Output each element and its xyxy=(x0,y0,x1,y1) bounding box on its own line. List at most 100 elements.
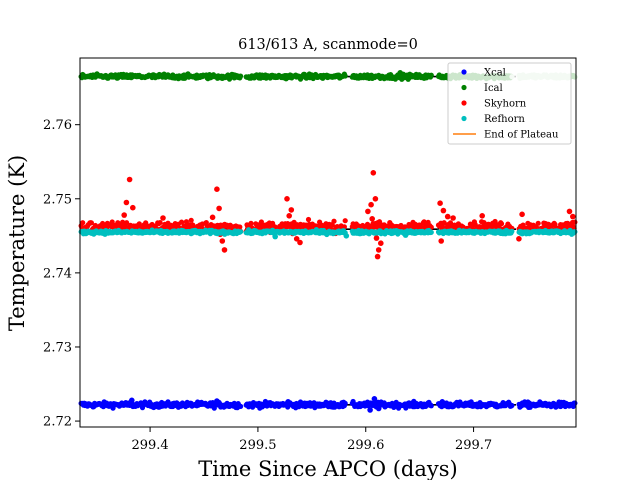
data-point-skyhorn xyxy=(248,220,254,226)
y-tick-label: 2.75 xyxy=(43,192,72,207)
data-point-skyhorn xyxy=(120,219,126,225)
data-point-skyhorn xyxy=(342,218,348,224)
legend-marker-ical xyxy=(461,84,467,91)
data-point-skyhorn xyxy=(450,215,456,221)
y-tick-label: 2.76 xyxy=(43,118,72,133)
data-point-skyhorn xyxy=(126,176,133,183)
data-point-ical xyxy=(397,70,404,76)
data-point-skyhorn xyxy=(123,199,130,206)
data-point-ical xyxy=(342,73,348,79)
data-point-skyhorn xyxy=(437,200,443,206)
legend-label: Ical xyxy=(484,83,503,94)
data-point-skyhorn xyxy=(369,216,376,222)
data-point-skyhorn xyxy=(519,211,525,218)
data-point-xcal xyxy=(367,407,373,413)
data-point-skyhorn xyxy=(440,207,447,214)
data-point-skyhorn xyxy=(370,170,377,176)
data-point-skyhorn xyxy=(219,238,226,244)
data-point-skyhorn xyxy=(376,219,383,225)
data-point-ical xyxy=(161,71,167,78)
data-point-skyhorn xyxy=(481,220,487,226)
data-point-skyhorn xyxy=(157,220,163,226)
data-point-skyhorn xyxy=(88,220,94,226)
data-point-xcal xyxy=(342,400,348,406)
y-tick-label: 2.73 xyxy=(43,340,72,355)
data-point-skyhorn xyxy=(284,196,290,202)
data-point-skyhorn xyxy=(373,235,380,241)
data-point-xcal xyxy=(238,403,244,409)
data-point-xcal xyxy=(371,396,378,402)
legend-marker-refhorn xyxy=(461,115,467,122)
data-point-skyhorn xyxy=(80,220,86,226)
y-tick-label: 2.72 xyxy=(43,415,72,430)
data-point-ical xyxy=(238,73,244,79)
x-tick-label: 299.5 xyxy=(239,438,276,453)
data-point-xcal xyxy=(214,398,220,404)
data-point-ical xyxy=(428,72,434,78)
data-point-skyhorn xyxy=(288,207,295,213)
data-point-skyhorn xyxy=(570,213,576,220)
data-point-skyhorn xyxy=(438,238,445,244)
legend-marker-xcal xyxy=(461,69,467,75)
data-point-skyhorn xyxy=(305,216,312,223)
data-point-skyhorn xyxy=(535,220,541,226)
data-point-skyhorn xyxy=(179,219,185,225)
data-point-refhorn xyxy=(428,229,434,235)
data-point-xcal xyxy=(285,399,291,405)
data-point-skyhorn xyxy=(209,214,216,221)
data-point-skyhorn xyxy=(216,205,222,212)
data-point-skyhorn xyxy=(378,240,384,246)
data-point-xcal xyxy=(428,403,434,409)
data-point-skyhorn xyxy=(365,208,371,215)
data-point-ical xyxy=(572,74,578,80)
data-point-ical xyxy=(303,75,310,81)
data-point-skyhorn xyxy=(237,224,243,230)
data-point-skyhorn xyxy=(516,236,522,242)
data-point-skyhorn xyxy=(121,212,127,218)
data-point-skyhorn xyxy=(286,213,293,219)
data-point-skyhorn xyxy=(441,220,447,226)
legend-label: Refhorn xyxy=(484,114,525,125)
data-point-skyhorn xyxy=(329,222,335,228)
data-point-skyhorn xyxy=(188,217,194,223)
legend: Xcal Ical Skyhorn Refhorn End of Plateau xyxy=(447,62,572,145)
data-point-skyhorn xyxy=(331,218,337,224)
data-point-skyhorn xyxy=(297,239,303,246)
data-point-skyhorn xyxy=(368,201,374,208)
data-point-skyhorn xyxy=(130,204,136,211)
legend-marker-skyhorn xyxy=(461,100,467,106)
data-point-xcal xyxy=(439,399,446,405)
x-tick-label: 299.6 xyxy=(347,438,384,453)
legend-box xyxy=(447,62,572,145)
y-tick-label: 2.74 xyxy=(43,266,72,281)
data-point-skyhorn xyxy=(498,221,505,227)
data-point-refhorn xyxy=(238,229,244,235)
data-point-xcal xyxy=(129,397,135,404)
data-point-skyhorn xyxy=(341,224,347,230)
legend-label: End of Plateau xyxy=(484,130,559,141)
data-points xyxy=(78,70,578,413)
y-axis-ticks: 2.72 2.73 2.74 2.75 2.76 xyxy=(43,118,80,430)
x-axis-ticks: 299.4 299.5 299.6 299.7 xyxy=(131,427,492,453)
plot-frame xyxy=(79,57,577,428)
data-point-skyhorn xyxy=(143,220,149,226)
data-point-refhorn xyxy=(272,233,279,240)
data-point-skyhorn xyxy=(214,186,220,192)
data-point-skyhorn xyxy=(160,215,166,221)
data-point-refhorn xyxy=(343,233,350,239)
data-point-skyhorn xyxy=(374,253,381,260)
data-point-skyhorn xyxy=(572,219,578,225)
data-point-refhorn xyxy=(572,229,578,235)
legend-label: Xcal xyxy=(484,68,506,79)
x-axis-label: Time Since APCO (days) xyxy=(198,457,457,480)
data-point-skyhorn xyxy=(372,196,379,202)
data-point-skyhorn xyxy=(293,236,300,242)
y-axis-label: Temperature (K) xyxy=(5,155,29,331)
legend-label: Skyhorn xyxy=(484,99,527,110)
data-point-xcal xyxy=(572,400,578,406)
data-point-skyhorn xyxy=(444,213,451,220)
data-point-skyhorn xyxy=(479,213,486,219)
data-point-refhorn xyxy=(509,228,515,234)
data-point-xcal xyxy=(375,405,382,412)
